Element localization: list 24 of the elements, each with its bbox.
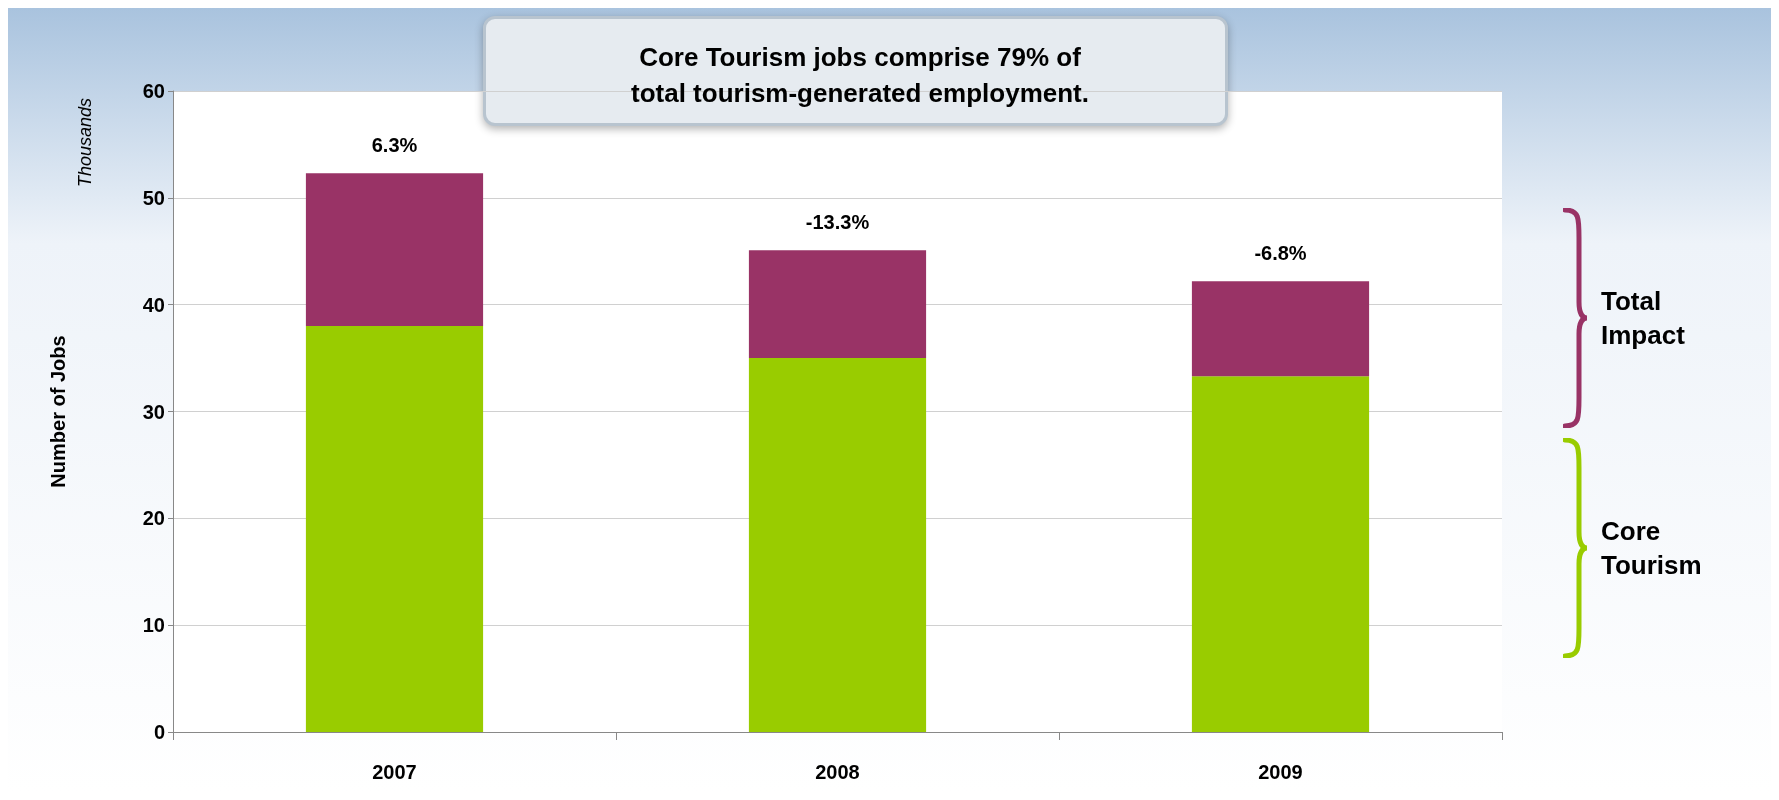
text: Thousands	[75, 98, 95, 188]
bar	[1191, 281, 1370, 377]
x-tick-label: 2007	[372, 761, 417, 783]
y-tick-label: 0	[153, 721, 165, 743]
x-tick-label: 2008	[815, 761, 860, 783]
text: Total Impact	[1601, 285, 1686, 352]
annotation: 6.3%	[371, 134, 418, 157]
text: Core Tourism	[1601, 515, 1703, 582]
x-tick-label: 2009	[1258, 761, 1303, 783]
bar	[748, 250, 927, 359]
y-tick-label: 40	[142, 293, 165, 316]
y-tick-label: 50	[142, 186, 165, 209]
bar	[748, 358, 927, 732]
bar	[305, 173, 484, 327]
y-tick-label: 20	[142, 507, 165, 530]
y-axis-title: Number of Jobs	[47, 335, 69, 488]
bar	[1191, 376, 1370, 732]
y-tick-label: 30	[142, 400, 165, 423]
bar	[305, 326, 484, 732]
y-tick-label: 10	[142, 614, 165, 637]
annotation: -6.8%	[1254, 242, 1307, 265]
annotation: -13.3%	[805, 211, 870, 234]
chart-title: Core Tourism jobs comprise 79% of total tourism-generated employment.	[631, 42, 1089, 108]
y-tick-label: 60	[142, 80, 165, 102]
